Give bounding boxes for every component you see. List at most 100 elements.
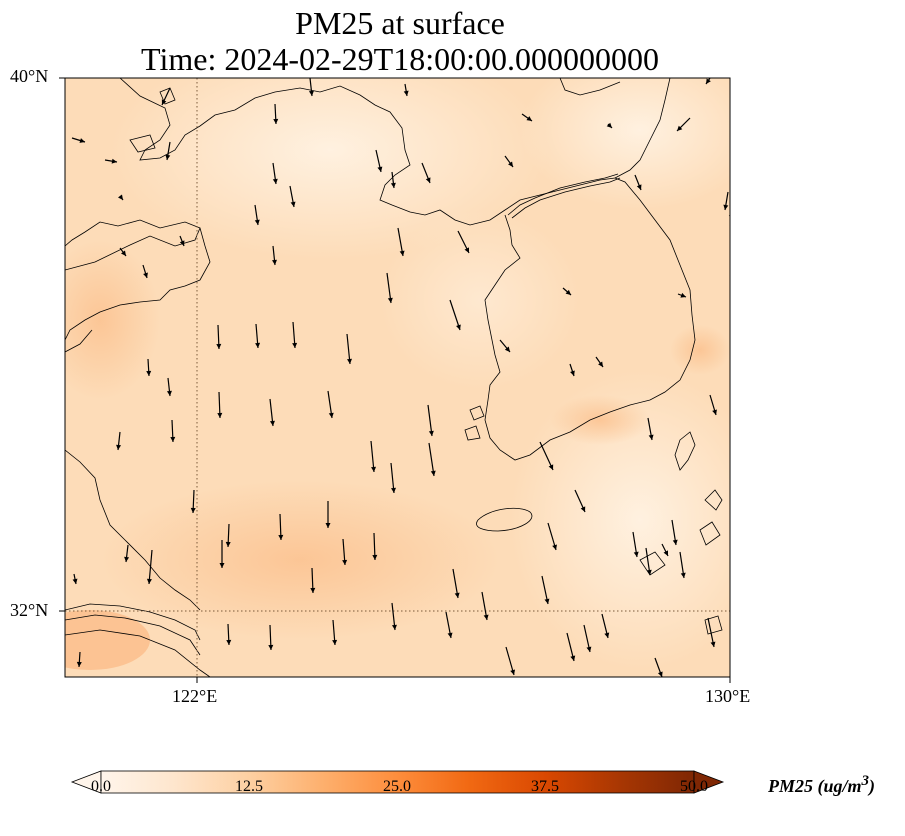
wind-arrow-head — [399, 250, 405, 256]
wind-arrow-head — [271, 259, 277, 265]
wind-arrow-head — [190, 507, 196, 513]
wind-arrow-head — [216, 343, 222, 349]
wind-arrow-head — [325, 523, 331, 528]
wind-arrow-head — [428, 430, 434, 436]
wind-arrow-head — [179, 240, 185, 246]
wind-arrow-head — [456, 324, 461, 330]
colorbar-tick: 37.5 — [531, 778, 559, 795]
wind-arrow-head — [570, 655, 576, 661]
lat-label-32n: 32°N — [10, 600, 49, 620]
wind-arrow-head — [663, 550, 668, 556]
wind-arrow-head — [526, 116, 532, 121]
wind-arrow-head — [680, 292, 686, 298]
wind-arrow-head — [116, 444, 122, 450]
wind-arrow-head — [483, 614, 489, 620]
wind-arrow-head — [310, 587, 316, 593]
coastlines — [65, 78, 723, 677]
wind-arrow-head — [290, 201, 296, 207]
wind-arrow-head — [454, 592, 460, 598]
wind-arrow-head — [377, 166, 383, 172]
wind-arrow-head — [580, 506, 586, 512]
wind-arrow-head — [387, 297, 393, 303]
wind-arrow-head — [166, 390, 172, 396]
wind-arrow-head — [598, 361, 603, 367]
wind-arrow-head — [146, 578, 152, 584]
wind-arrow-head — [79, 138, 85, 143]
wind-arrow-head — [272, 178, 278, 184]
wind-arrow-head — [118, 194, 123, 200]
wind-arrow-head — [706, 78, 711, 84]
colorbar-label: PM25 (ug/m3) — [768, 773, 876, 796]
wind-arrow-head — [255, 342, 261, 348]
wind-arrow-head — [464, 247, 469, 253]
wind-arrow-head — [170, 436, 176, 442]
wind-arrow-head — [447, 632, 453, 638]
wind-arrow-head — [254, 219, 260, 225]
wind-arrow-head — [565, 289, 571, 295]
wind-arrow-head — [510, 669, 516, 675]
wind-arrow-head — [111, 158, 117, 164]
wind-arrow-head — [273, 118, 279, 124]
wind-arrow-head — [425, 177, 431, 183]
wind-arrow-shaft — [390, 462, 395, 494]
wind-arrow-head — [604, 632, 610, 638]
wind-arrow-head — [165, 154, 171, 160]
wind-arrow-head — [672, 539, 678, 545]
wind-arrow-head — [217, 412, 223, 418]
wind-arrow-head — [391, 624, 397, 630]
wind-arrow-head — [372, 554, 378, 560]
wind-arrow-head — [225, 541, 231, 547]
wind-arrow-head — [308, 90, 314, 96]
wind-arrow-head — [76, 661, 82, 667]
wind-arrow-shaft — [449, 299, 461, 331]
colorbar-tick: 12.5 — [235, 778, 263, 795]
wind-arrow-head — [146, 370, 152, 376]
map-title: PM25 at surface — [295, 5, 505, 41]
wind-arrow-head — [403, 90, 409, 96]
wind-arrow-head — [328, 412, 334, 418]
wind-arrow-head — [226, 639, 232, 645]
lat-label-40n: 40°N — [10, 66, 49, 86]
wind-arrow-head — [636, 184, 642, 190]
wind-arrow-head — [646, 569, 652, 575]
wind-arrow-head — [570, 370, 575, 376]
wind-arrow-head — [657, 671, 663, 677]
wind-arrow-head — [72, 578, 78, 584]
lon-label-130e: 130°E — [705, 686, 751, 706]
wind-arrow-head — [124, 556, 130, 562]
wind-arrow-head — [292, 342, 298, 348]
wind-arrow-head — [677, 125, 683, 131]
wind-arrow-head — [332, 639, 338, 645]
wind-arrow-head — [342, 559, 348, 565]
map-time-subtitle: Time: 2024-02-29T18:00:00.000000000 — [141, 41, 659, 77]
wind-arrow-head — [544, 598, 550, 604]
colorbar-tick: 25.0 — [383, 778, 411, 795]
wind-arrow-head — [723, 204, 729, 210]
wind-arrow-shaft — [428, 442, 435, 477]
wind-arrow-head — [633, 551, 639, 557]
lon-label-122e: 122°E — [172, 686, 218, 706]
wind-arrow-shaft — [427, 404, 433, 437]
wind-arrow-head — [390, 182, 396, 188]
wind-arrow-head — [606, 122, 612, 128]
wind-arrow-head — [347, 358, 352, 364]
wind-arrow-head — [161, 99, 167, 105]
wind-arrow-head — [504, 346, 510, 352]
wind-arrow-head — [680, 572, 686, 578]
pm25-field — [65, 78, 730, 677]
wind-arrow-head — [430, 470, 436, 476]
wind-arrow-head — [278, 534, 284, 540]
wind-arrow-head — [508, 161, 513, 167]
wind-arrow-shaft — [386, 272, 392, 304]
wind-arrow-shaft — [539, 441, 554, 471]
wind-arrow-head — [552, 544, 557, 550]
wind-arrow-shaft — [370, 440, 375, 473]
wind-arrow-head — [712, 409, 717, 415]
wind-arrow-head — [268, 644, 274, 650]
wind-arrow-head — [586, 646, 592, 652]
wind-arrow-head — [391, 487, 396, 493]
wind-arrow-head — [269, 420, 275, 426]
wind-arrow-head — [548, 464, 554, 470]
